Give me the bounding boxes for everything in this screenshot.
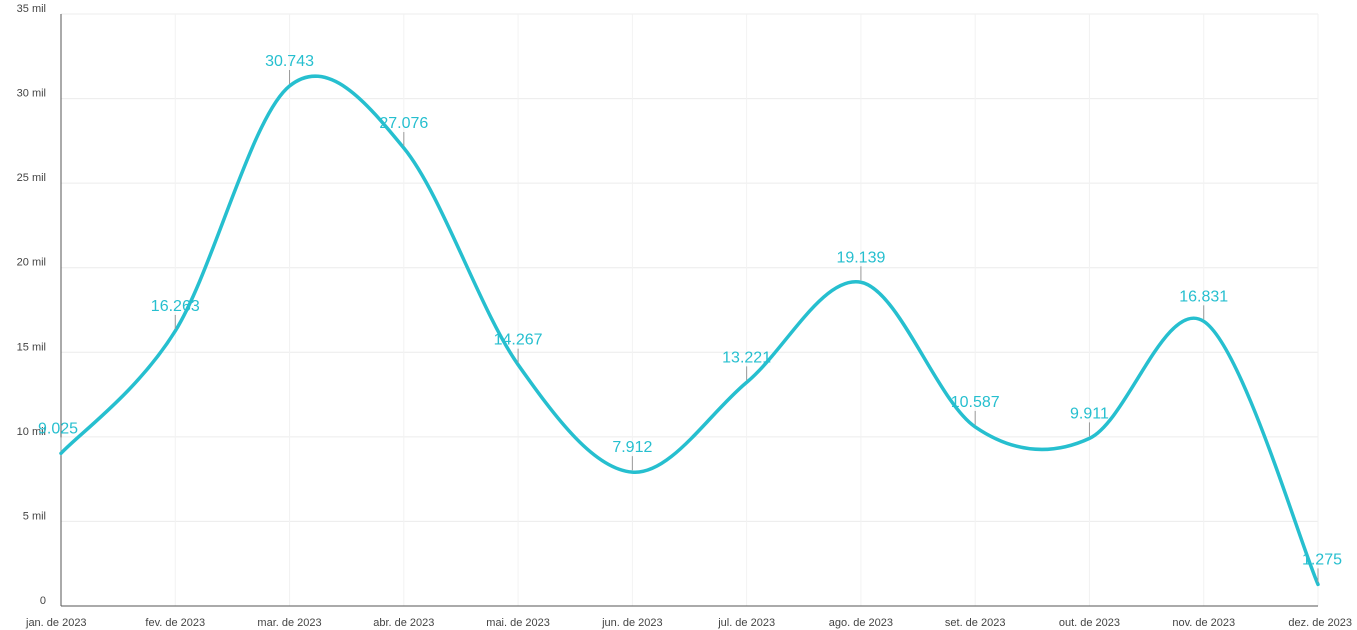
data-label: 9.025 [38, 420, 78, 437]
y-tick-label: 5 mil [23, 510, 46, 522]
data-label: 1.275 [1302, 551, 1342, 568]
y-tick-label: 20 mil [17, 257, 46, 269]
data-label: 19.139 [836, 249, 885, 266]
y-tick-label: 35 mil [17, 3, 46, 15]
data-label-markers [60, 70, 1319, 583]
x-tick-label: set. de 2023 [945, 617, 1006, 629]
x-tick-label: jul. de 2023 [717, 617, 775, 629]
data-label: 30.743 [265, 53, 314, 70]
data-label: 9.911 [1070, 405, 1109, 422]
data-labels: 9.025 16.263 30.743 27.076 14.267 7.912 13.221… [38, 53, 1342, 568]
x-tick-label: ago. de 2023 [829, 617, 893, 629]
data-label: 10.587 [951, 394, 1000, 411]
x-tick-label: mai. de 2023 [486, 617, 550, 629]
y-tick-label: 30 mil [17, 88, 46, 100]
x-tick-label: jun. de 2023 [601, 617, 663, 629]
data-label: 13.221 [722, 349, 771, 366]
x-tick-label: fev. de 2023 [145, 617, 205, 629]
y-tick-label: 15 mil [17, 341, 46, 353]
y-tick-label: 10 mil [17, 426, 46, 438]
x-axis-ticks: jan. de 2023 fev. de 2023 mar. de 2023 abr.… [25, 617, 1352, 629]
y-tick-label: 25 mil [17, 172, 46, 184]
data-label: 7.912 [612, 439, 652, 456]
x-tick-label: jan. de 2023 [25, 617, 87, 629]
data-label: 27.076 [379, 115, 428, 132]
data-label: 16.831 [1179, 288, 1228, 305]
x-tick-label: mar. de 2023 [257, 617, 321, 629]
gridlines [61, 13, 1319, 606]
data-label: 14.267 [494, 332, 543, 349]
y-tick-label: 0 [40, 595, 46, 607]
series-line [59, 74, 1320, 587]
y-axis-ticks: 0 5 mil 10 mil 15 mil 20 mil 25 mil 30 mil 35 m… [17, 3, 46, 607]
x-tick-label: out. de 2023 [1059, 617, 1120, 629]
x-tick-label: abr. de 2023 [373, 617, 434, 629]
x-tick-label: dez. de 2023 [1288, 617, 1352, 629]
data-label: 16.263 [151, 298, 200, 315]
x-tick-label: nov. de 2023 [1172, 617, 1235, 629]
